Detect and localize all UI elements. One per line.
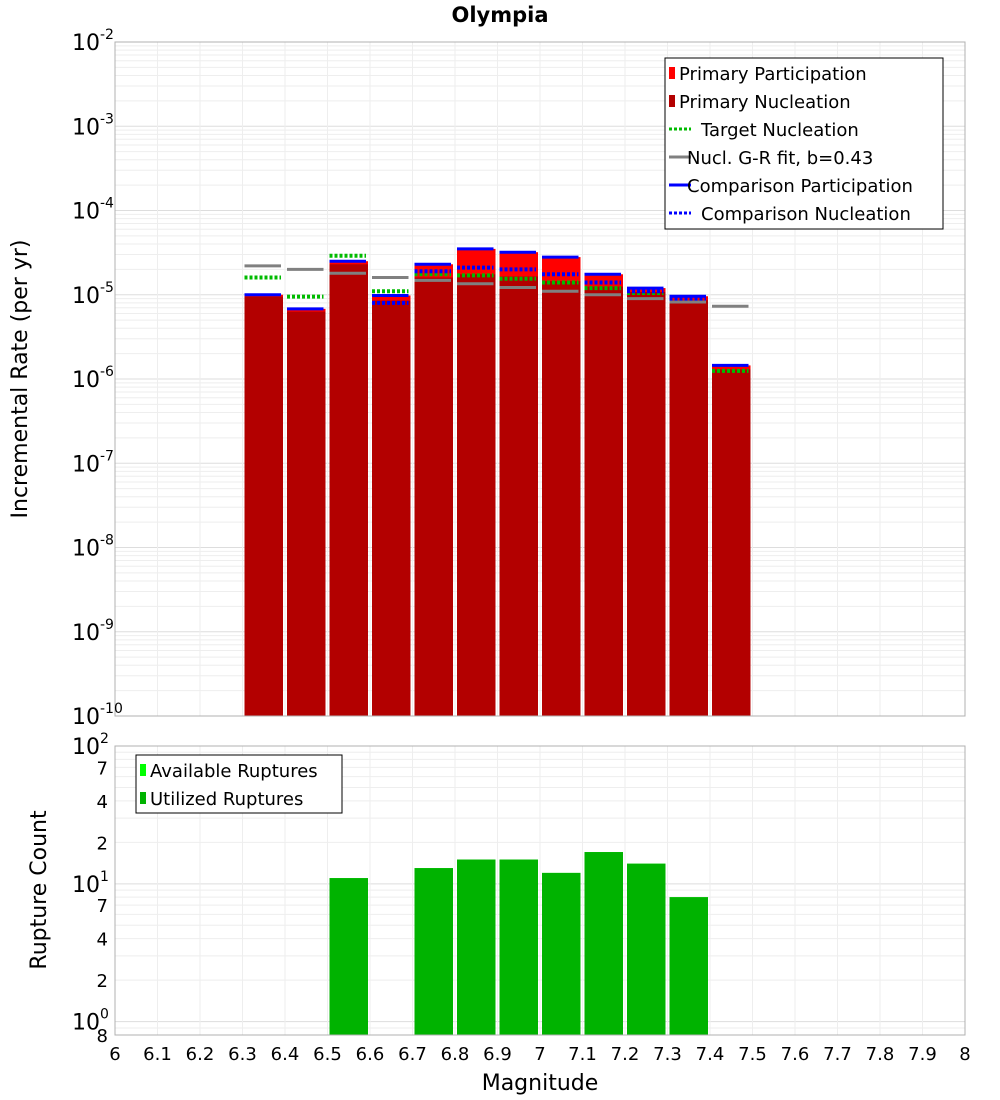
rate-legend-box (664, 57, 944, 230)
x-tick-label: 7.6 (781, 1044, 810, 1065)
bar-primary-nucleation (287, 311, 326, 716)
bar-primary-nucleation (372, 300, 411, 716)
count-y-tick-label: 4 (97, 792, 108, 813)
legend-label: Utilized Ruptures (150, 789, 303, 810)
x-tick-label: 7.9 (908, 1044, 937, 1065)
x-axis-label: Magnitude (482, 1071, 599, 1096)
bar-primary-nucleation (457, 274, 496, 716)
bar-utilized-ruptures (542, 872, 581, 1035)
bar-utilized-ruptures (457, 859, 496, 1035)
bar-primary-nucleation (584, 286, 623, 716)
x-tick-label: 8 (959, 1044, 970, 1065)
x-ticks: 6 6.1 6.2 6.3 6.4 6.5 6.6 6.7 6.8 6.9 7 7.1 7.2 7.3 7.… (109, 1044, 970, 1065)
legend-swatch (669, 95, 675, 107)
legend-label: Primary Participation (679, 64, 867, 85)
x-tick-label: 7.5 (738, 1044, 767, 1065)
x-tick-label: 7.4 (696, 1044, 725, 1065)
bar-primary-nucleation (499, 276, 538, 716)
legend-label: Primary Nucleation (679, 92, 851, 113)
count-y-tick-label: 4 (97, 930, 108, 951)
bar-utilized-ruptures (499, 859, 538, 1035)
bar-utilized-ruptures (329, 878, 368, 1035)
count-legend-box (135, 754, 343, 814)
rate-y-tick-label: 10-5 (72, 280, 114, 309)
count-y-tick-label: 101 (72, 869, 109, 898)
count-y-tick-label: 8 (97, 1026, 108, 1047)
count-y-tick-label: 7 (97, 896, 108, 917)
rate-plot-border (114, 41, 966, 717)
bar-primary-nucleation (669, 300, 708, 716)
x-tick-label: 7 (534, 1044, 545, 1065)
x-tick-label: 7.8 (866, 1044, 895, 1065)
bar-utilized-ruptures (669, 897, 708, 1035)
rate-y-tick-label: 10-7 (72, 448, 114, 477)
rate-y-tick-label: 10-8 (72, 533, 114, 562)
x-tick-label: 6.8 (441, 1044, 470, 1065)
rate-y-tick-label: 10-3 (72, 111, 114, 140)
count-plot-border (114, 745, 966, 1036)
x-tick-label: 7.7 (823, 1044, 852, 1065)
bar-primary-nucleation (627, 291, 666, 716)
rate-panel: 10-2 10-3 10-4 10-5 10-6 10-7 10-8 10-9 10-10 In… (8, 27, 966, 730)
legend-swatch (140, 764, 146, 776)
legend-label: Comparison Participation (687, 176, 913, 197)
bar-primary-nucleation (244, 296, 283, 716)
count-y-axis-label: Rupture Count (27, 810, 52, 970)
legend-label: Target Nucleation (700, 120, 859, 141)
x-tick-label: 6 (109, 1044, 120, 1065)
legend-label: Available Ruptures (150, 761, 318, 782)
chart-title: Olympia (451, 3, 548, 27)
bar-utilized-ruptures (627, 863, 666, 1035)
rate-y-tick-label: 10-2 (72, 27, 114, 56)
count-bars (329, 852, 708, 1035)
rate-bars (244, 247, 751, 717)
bar-primary-nucleation (414, 277, 453, 716)
count-y-tick-label: 102 (72, 731, 109, 760)
x-tick-label: 6.7 (398, 1044, 427, 1065)
count-y-ticks: 7 4 2 7 4 2 8 102 101 100 (72, 731, 109, 1047)
bar-utilized-ruptures (584, 852, 623, 1035)
x-tick-label: 6.9 (483, 1044, 512, 1065)
rate-legend: Primary Participation Primary Nucleation T… (664, 57, 944, 230)
x-tick-label: 7.2 (611, 1044, 640, 1065)
x-tick-label: 6.3 (228, 1044, 257, 1065)
x-tick-label: 6.1 (143, 1044, 172, 1065)
rate-y-tick-label: 10-9 (72, 617, 114, 646)
x-tick-label: 7.3 (653, 1044, 682, 1065)
rate-y-ticks: 10-2 10-3 10-4 10-5 10-6 10-7 10-8 10-9 10-10 (72, 27, 123, 730)
legend-label: Nucl. G-R fit, b=0.43 (687, 148, 873, 169)
bar-utilized-ruptures (414, 868, 453, 1035)
legend-label: Comparison Nucleation (701, 204, 911, 225)
x-tick-label: 6.4 (271, 1044, 300, 1065)
x-tick-label: 6.5 (313, 1044, 342, 1065)
rate-y-tick-label: 10-10 (72, 701, 123, 730)
legend-swatch (669, 67, 675, 79)
x-tick-label: 6.6 (356, 1044, 385, 1065)
bar-primary-nucleation (329, 264, 368, 716)
bar-primary-nucleation (712, 369, 751, 716)
x-tick-label: 7.1 (568, 1044, 597, 1065)
count-y-tick-label: 2 (97, 971, 108, 992)
rate-y-tick-label: 10-4 (72, 196, 114, 225)
count-y-tick-label: 7 (97, 758, 108, 779)
count-legend: Available Ruptures Utilized Ruptures (135, 754, 343, 814)
count-y-tick-label: 2 (97, 833, 108, 854)
rate-y-tick-label: 10-6 (72, 364, 114, 393)
legend-swatch (140, 792, 146, 804)
x-tick-label: 6.2 (186, 1044, 215, 1065)
bar-primary-nucleation (542, 281, 581, 716)
count-y-tick-label: 100 (72, 1007, 109, 1036)
rate-y-axis-label: Incremental Rate (per yr) (8, 240, 33, 519)
